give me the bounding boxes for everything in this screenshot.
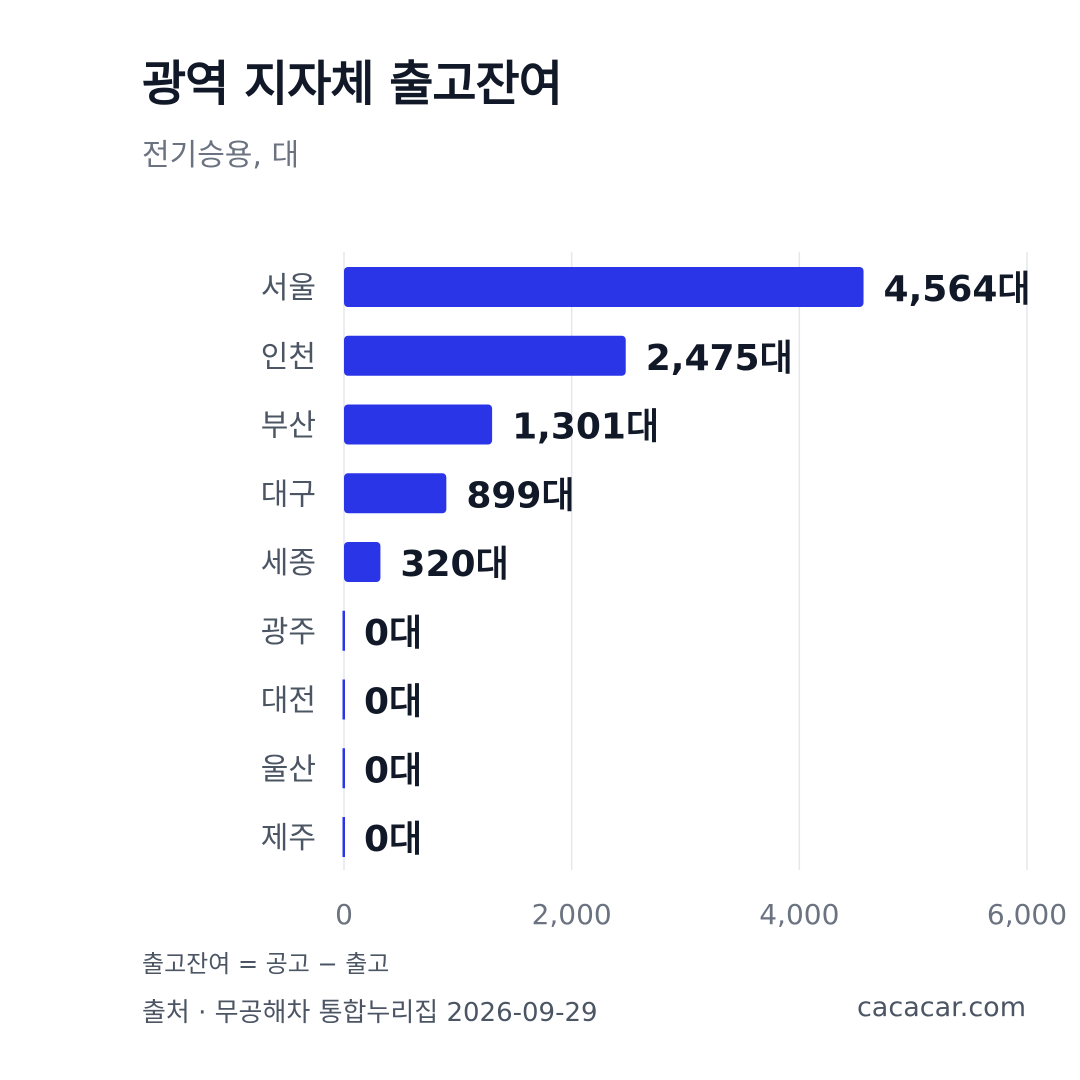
x-tick-label: 0	[335, 898, 353, 931]
value-label: 0대	[364, 613, 422, 654]
value-label: 0대	[364, 750, 422, 791]
value-label: 0대	[364, 682, 422, 723]
chart-subtitle: 전기승용, 대	[142, 138, 300, 173]
bar-zero	[342, 748, 345, 789]
footnote: 출고잔여 = 공고 − 출고	[142, 950, 390, 978]
source-credit: 출처 · 무공해차 통합누리집 2026-09-29	[142, 998, 598, 1028]
bar-zero	[342, 610, 345, 651]
category-label: 서울	[261, 271, 316, 306]
category-label: 세종	[261, 546, 316, 581]
category-label: 울산	[261, 752, 316, 787]
bar-zero	[342, 817, 345, 857]
bar	[344, 335, 626, 376]
value-label: 4,564대	[884, 269, 1031, 310]
site-link[interactable]: cacacar.com	[856, 992, 1026, 1023]
category-label: 광주	[261, 615, 316, 650]
bar	[344, 404, 493, 445]
chart-title: 광역 지자체 출고잔여	[142, 56, 563, 112]
bar	[344, 267, 864, 307]
category-label: 제주	[261, 821, 316, 856]
category-label: 인천	[261, 340, 316, 375]
category-label: 대구	[261, 477, 316, 512]
value-label: 0대	[364, 819, 422, 860]
x-tick-label: 6,000	[987, 898, 1067, 931]
bar	[344, 473, 447, 514]
x-tick-label: 4,000	[759, 898, 839, 931]
x-tick-label: 2,000	[532, 898, 612, 931]
value-label: 899대	[466, 475, 574, 516]
category-label: 대전	[261, 684, 316, 719]
bar	[344, 542, 381, 582]
bar-zero	[342, 679, 345, 720]
value-label: 320대	[400, 544, 508, 585]
value-label: 1,301대	[512, 407, 659, 448]
value-label: 2,475대	[646, 338, 793, 379]
category-label: 부산	[261, 409, 316, 444]
